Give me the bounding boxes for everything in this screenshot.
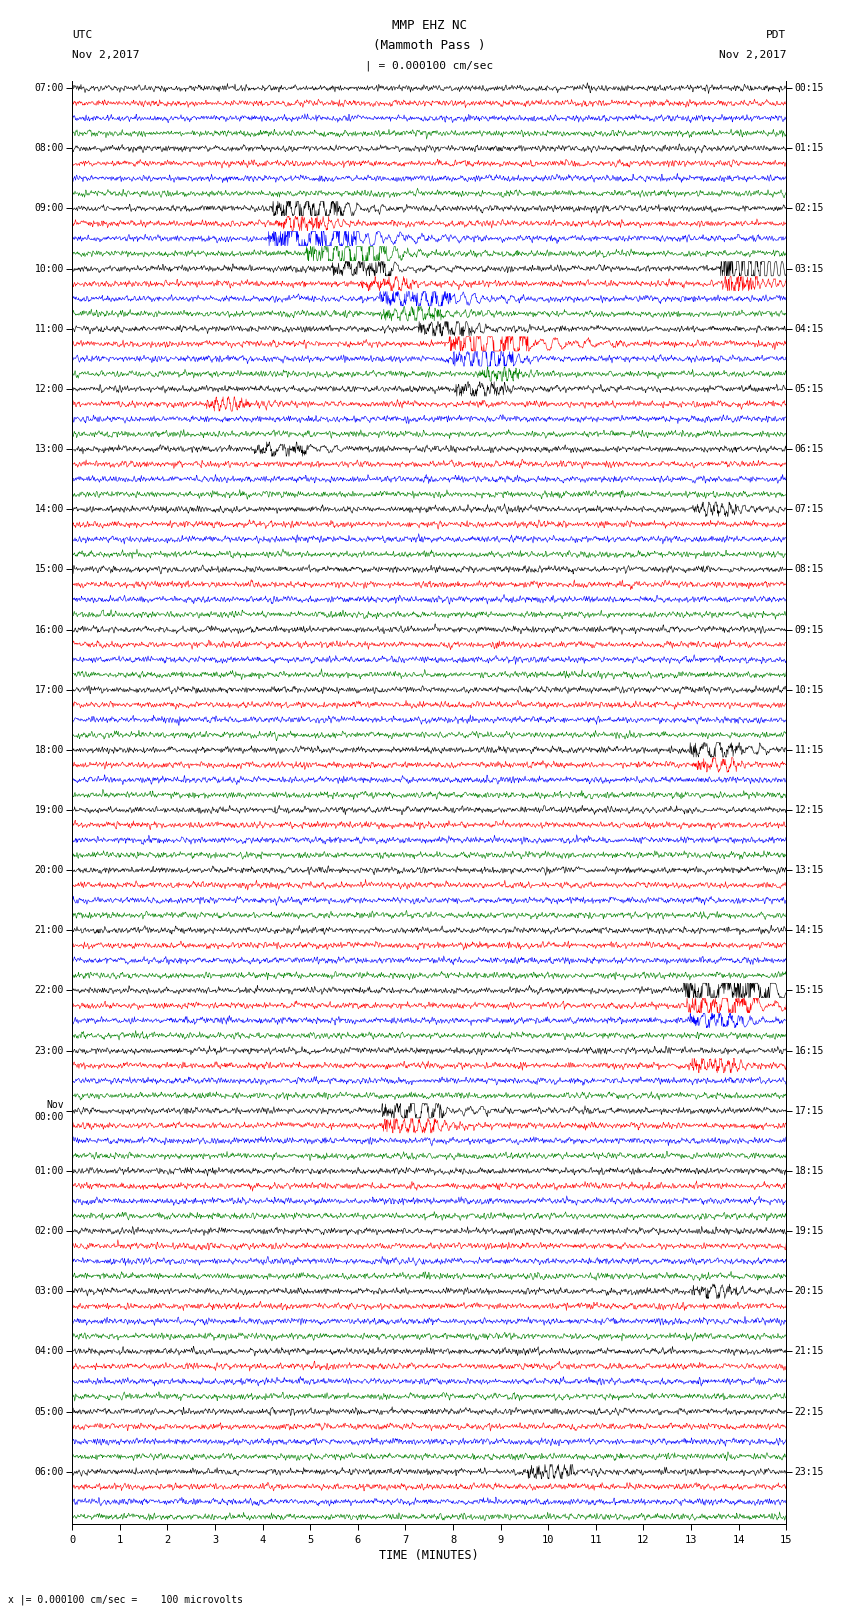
Text: x |= 0.000100 cm/sec =    100 microvolts: x |= 0.000100 cm/sec = 100 microvolts bbox=[8, 1594, 243, 1605]
Text: Nov 2,2017: Nov 2,2017 bbox=[719, 50, 786, 60]
Text: UTC: UTC bbox=[72, 31, 93, 40]
Text: (Mammoth Pass ): (Mammoth Pass ) bbox=[373, 39, 485, 52]
Text: PDT: PDT bbox=[766, 31, 786, 40]
Text: Nov 2,2017: Nov 2,2017 bbox=[72, 50, 139, 60]
X-axis label: TIME (MINUTES): TIME (MINUTES) bbox=[379, 1548, 479, 1561]
Text: | = 0.000100 cm/sec: | = 0.000100 cm/sec bbox=[366, 60, 493, 71]
Text: MMP EHZ NC: MMP EHZ NC bbox=[392, 19, 467, 32]
